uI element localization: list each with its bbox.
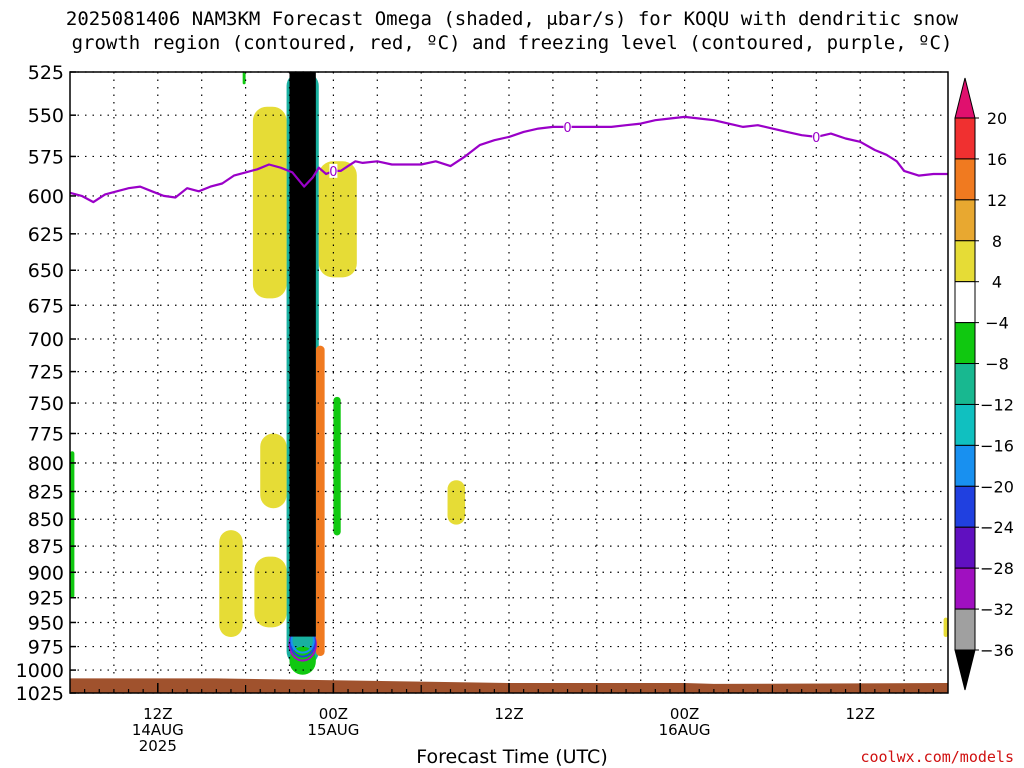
colorbar-segment (954, 281, 976, 324)
y-tick-label: 1025 (16, 683, 64, 705)
y-tick-label: 875 (28, 536, 64, 558)
omega-region-10 (333, 396, 341, 536)
omega-region-12 (242, 72, 246, 85)
y-tick-label: 900 (28, 562, 64, 584)
colorbar-label: −8 (985, 355, 1009, 374)
colorbar-segment (954, 444, 976, 487)
chart-title-line-2: growth region (contoured, red, ºC) and f… (71, 32, 953, 54)
y-tick-label: 550 (28, 105, 64, 127)
colorbar-bottom-arrow (954, 649, 976, 691)
freezing-level-contour: 0 0 0 (69, 115, 948, 204)
colorbar-segment (954, 199, 976, 242)
x-tick-label: 12Z (143, 705, 172, 723)
colorbar-label: 16 (987, 150, 1007, 169)
y-tick-label: 600 (28, 186, 64, 208)
colorbar-segment (954, 322, 976, 365)
x-tick-label: 12Z (494, 705, 523, 723)
y-tick-label: 775 (28, 423, 64, 445)
colorbar-segment (954, 240, 976, 283)
y-tick-label: 1000 (16, 660, 64, 682)
colorbar-label: −36 (980, 641, 1014, 660)
omega-region-8 (943, 617, 948, 638)
omega-core (289, 72, 316, 637)
colorbar-label: −20 (980, 477, 1014, 496)
freezing-level-label: 0 (563, 121, 571, 136)
freezing-level-label: 0 (329, 165, 337, 180)
colorbar-label: 20 (987, 109, 1007, 128)
omega-region-9 (315, 345, 325, 657)
y-tick-label: 650 (28, 260, 64, 282)
colorbar-segment (954, 117, 976, 160)
omega-region-6 (219, 530, 243, 638)
y-tick-label: 750 (28, 393, 64, 415)
colorbar-label: −16 (980, 436, 1014, 455)
freezing-level-label: 0 (812, 131, 820, 146)
colorbar-label: 8 (992, 232, 1002, 251)
colorbar-label: 4 (992, 273, 1002, 292)
y-axis-ticks: 525 550 575 600 625 650 675 700 725 750 775 800 825 8… (16, 62, 934, 705)
omega-region-11 (70, 451, 75, 598)
x-tick-label: 2025 (139, 737, 177, 755)
colorbar-label: 12 (987, 191, 1007, 210)
colorbar-top-arrow (954, 77, 976, 119)
x-tick-label: 00Z (670, 705, 699, 723)
colorbar-label: −28 (980, 559, 1014, 578)
x-tick-label: 12Z (846, 705, 875, 723)
omega-region-2 (252, 106, 287, 299)
y-tick-label: 975 (28, 637, 64, 659)
x-tick-label: 00Z (319, 705, 348, 723)
y-tick-label: 625 (28, 224, 64, 246)
chart-grid (70, 71, 948, 694)
y-tick-label: 575 (28, 146, 64, 168)
colorbar-segment (954, 403, 976, 446)
colorbar: 20 16 12 8 4 −4 −8 −12 −16 −20 −24 −28 −32 −36 (954, 77, 1014, 691)
colorbar-segment (954, 485, 976, 528)
omega-region-4 (260, 433, 287, 509)
omega-region-3 (318, 161, 357, 278)
colorbar-segment (954, 158, 976, 201)
y-tick-label: 825 (28, 482, 64, 504)
y-tick-label: 950 (28, 612, 64, 634)
plot-border (69, 71, 949, 694)
y-tick-label: 925 (28, 588, 64, 610)
colorbar-segment (954, 526, 976, 569)
colorbar-label: −12 (980, 395, 1014, 414)
freezing-level-label-bg (563, 119, 572, 134)
freezing-level-label-bg (329, 163, 338, 178)
chart-title-line-1: 2025081406 NAM3KM Forecast Omega (shaded… (65, 8, 959, 30)
omega-shading (70, 72, 948, 675)
omega-region-7 (447, 480, 466, 525)
omega-region-5 (254, 556, 287, 628)
y-tick-label: 675 (28, 295, 64, 317)
freezing-level-line (69, 115, 948, 204)
colorbar-segment (954, 567, 976, 610)
y-tick-label: 800 (28, 453, 64, 475)
x-tick-label: 16AUG (659, 721, 711, 739)
y-tick-label: 850 (28, 509, 64, 531)
x-tick-label: 15AUG (307, 721, 359, 739)
credit-link[interactable]: coolwx.com/models (860, 748, 1014, 766)
colorbar-segment (954, 363, 976, 405)
y-tick-label: 725 (28, 362, 64, 384)
colorbar-segment (954, 608, 976, 651)
colorbar-label: −4 (985, 314, 1009, 333)
x-tick-label: 14AUG (132, 721, 184, 739)
plot-frame (69, 71, 949, 694)
y-tick-label: 525 (28, 62, 64, 84)
colorbar-label: −32 (980, 600, 1014, 619)
x-axis-label: Forecast Time (UTC) (416, 746, 608, 768)
freezing-level-label-bg (812, 129, 821, 144)
colorbar-label: −24 (980, 518, 1014, 537)
y-tick-label: 700 (28, 329, 64, 351)
